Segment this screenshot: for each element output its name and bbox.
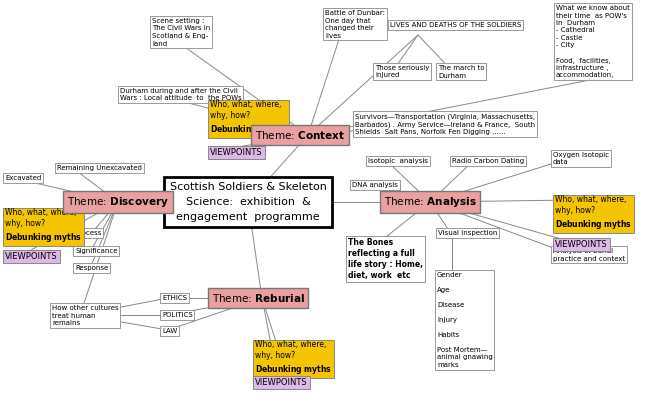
Text: Analysis of burial
practice and context: Analysis of burial practice and context (553, 248, 625, 262)
Text: Theme: $\mathbf{Analysis}$: Theme: $\mathbf{Analysis}$ (384, 195, 476, 209)
Text: Theme: $\mathbf{Context}$: Theme: $\mathbf{Context}$ (255, 129, 345, 141)
Text: Survivors—Transportation (Virginia, Massachusetts,
Barbados) . Army Service—Irel: Survivors—Transportation (Virginia, Mass… (355, 113, 535, 135)
Text: VIEWPOINTS: VIEWPOINTS (555, 240, 608, 249)
Text: Radio Carbon Dating: Radio Carbon Dating (452, 158, 524, 164)
Text: Remaining Unexcavated: Remaining Unexcavated (57, 165, 142, 171)
Text: Who, what, where,
why, how?
$\mathbf{Debunking\ myths}$: Who, what, where, why, how? $\mathbf{Deb… (210, 100, 287, 136)
Text: Who, what, where,
why, how?
$\mathbf{Debunking\ myths}$: Who, what, where, why, how? $\mathbf{Deb… (255, 340, 332, 376)
Text: Significance: Significance (75, 248, 117, 254)
Text: The march to
Durham: The march to Durham (438, 65, 485, 79)
Text: Excavated: Excavated (5, 175, 41, 181)
Text: Durham during and after the Civil
Wars : Local attitude  to  the POWs: Durham during and after the Civil Wars :… (120, 88, 242, 102)
Text: Process: Process (75, 230, 101, 236)
Text: LIVES AND DEATHS OF THE SOLDIERS: LIVES AND DEATHS OF THE SOLDIERS (390, 22, 521, 28)
Text: How other cultures
treat human
remains: How other cultures treat human remains (52, 305, 119, 326)
Text: LAW: LAW (162, 328, 178, 334)
Text: Scene setting :
The Civil Wars in
Scotland & Eng-
land: Scene setting : The Civil Wars in Scotla… (152, 18, 210, 46)
Text: VIEWPOINTS: VIEWPOINTS (255, 378, 308, 387)
Text: Who, what, where,
why, how?
$\mathbf{Debunking\ myths}$: Who, what, where, why, how? $\mathbf{Deb… (555, 195, 632, 231)
Text: Visual inspection: Visual inspection (438, 230, 498, 236)
Text: Who, what, where,
why, how?
$\mathbf{Debunking\ myths}$: Who, what, where, why, how? $\mathbf{Deb… (5, 208, 82, 244)
Text: VIEWPOINTS: VIEWPOINTS (5, 252, 58, 261)
Text: Theme: $\mathbf{Discovery}$: Theme: $\mathbf{Discovery}$ (67, 195, 169, 209)
Text: Oxygen Isotopic
data: Oxygen Isotopic data (553, 152, 609, 166)
Text: Those seriously
injured: Those seriously injured (375, 65, 430, 79)
Text: What we know about
their time  as POW's
in  Durham
- Cathedral
- Castle
- City

: What we know about their time as POW's i… (556, 5, 630, 79)
Text: Battle of Dunbar:
One day that
changed their
lives: Battle of Dunbar: One day that changed t… (325, 10, 385, 39)
Text: Response: Response (75, 265, 108, 271)
Text: POLITICS: POLITICS (162, 312, 192, 318)
Text: Gender

Age

Disease

Injury

Habits

Post Mortem—
animal gnawing
marks: Gender Age Disease Injury Habits Post Mo… (437, 272, 492, 368)
Text: Theme: $\mathbf{Reburial}$: Theme: $\mathbf{Reburial}$ (211, 292, 305, 304)
Text: Isotopic  analysis: Isotopic analysis (368, 158, 428, 164)
Text: ETHICS: ETHICS (162, 295, 187, 301)
Text: DNA analysis: DNA analysis (352, 182, 398, 188)
Text: VIEWPOINTS: VIEWPOINTS (210, 148, 262, 157)
Text: The Bones
reflecting a full
life story : Home,
diet, work  etc: The Bones reflecting a full life story :… (348, 238, 423, 280)
Text: Scottish Soldiers & Skeleton
Science:  exhibition  &
engagement  programme: Scottish Soldiers & Skeleton Science: ex… (170, 182, 327, 222)
